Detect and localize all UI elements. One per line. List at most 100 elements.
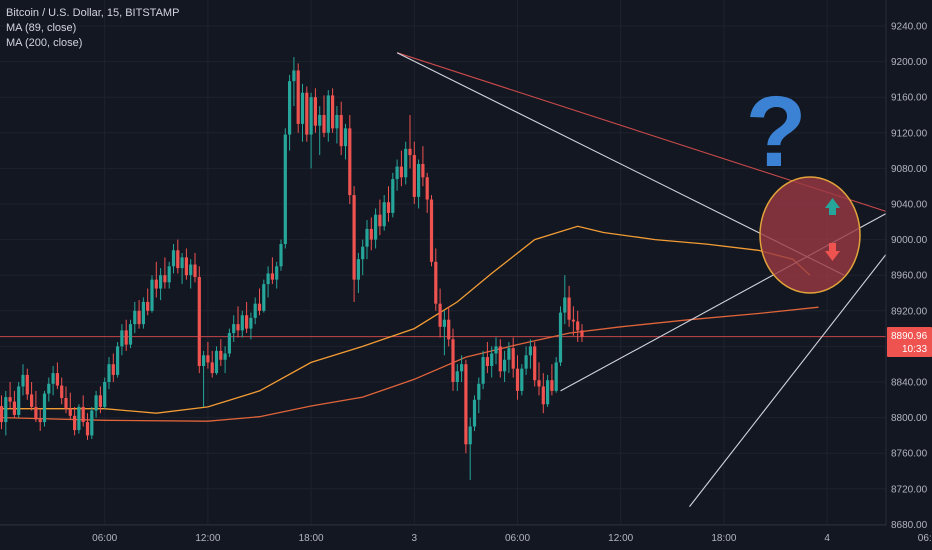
candle-body [21,374,25,387]
candle [554,357,558,393]
candles[interactable] [0,57,584,480]
candle [180,252,184,285]
candle-body [30,394,34,407]
candle-body [236,324,240,331]
candle-body [240,315,244,331]
candle [322,95,326,138]
candle-body [313,97,317,126]
x-tick-label: 18:00 [299,533,324,544]
candle [98,386,102,414]
candle [391,172,395,218]
candle-body [515,368,520,391]
candle-body [266,273,270,285]
candle [85,413,90,440]
candle-body [184,257,188,276]
candle-body [81,406,85,423]
candle-body [468,426,472,445]
candle [395,159,399,191]
candle-body [386,202,391,213]
candle [515,355,520,400]
candle-body [541,386,545,405]
candle-body [124,330,128,345]
candle [253,297,257,325]
candle [541,373,545,414]
candle [576,310,580,342]
candle-body [227,333,231,354]
candle-body [374,214,378,240]
candle-body [356,259,360,280]
candle-body [318,115,322,126]
candle-body [283,134,287,245]
candle-body [270,273,274,280]
x-axis-panel[interactable] [0,525,886,550]
candle-body [511,348,515,369]
y-tick-label: 9120.00 [891,128,928,139]
x-tick-label: 3 [412,533,418,544]
candle-body [94,395,98,411]
candle [318,106,322,156]
x-tick-label: 06:00 [92,533,117,544]
candle [159,268,163,301]
y-tick-label: 8920.00 [891,306,928,317]
candle [223,346,227,374]
candle-body [64,398,68,409]
candle [133,301,137,334]
candle-body [292,70,296,82]
candle-body [68,408,72,416]
candle [232,315,236,342]
candle-body [137,310,141,325]
candle [197,266,201,374]
candle [503,350,507,382]
candle [498,339,502,378]
candle [365,220,369,260]
candle [567,285,571,327]
annotation: ? [745,76,861,294]
candle [210,350,214,378]
candle [266,266,270,298]
candle-body [490,353,494,366]
candle [374,208,378,249]
candle [30,382,34,411]
candle [348,115,352,204]
candle-body [485,357,489,366]
y-tick-label: 9080.00 [891,164,928,175]
candle [382,195,386,231]
candle [107,357,111,390]
candle [309,92,313,169]
candle [103,377,107,409]
candle-body [503,359,507,372]
candle-body [361,246,365,260]
x-tick-label: 18:00 [711,533,736,544]
candle-body [51,373,55,384]
candle [408,115,412,169]
candle [214,346,219,375]
ma89-label[interactable]: MA (89, close) [6,22,77,34]
candle-body [438,303,442,327]
candle-body [210,362,214,374]
candle [326,90,330,142]
candle-body [296,70,300,124]
candle-body [253,303,257,318]
candle [313,88,317,133]
y-axis-panel[interactable] [886,0,932,550]
ma200-label[interactable]: MA (200, close) [6,37,83,49]
candle-body [498,346,502,372]
candle [171,244,176,274]
candle-body [365,228,369,247]
candle [128,319,133,349]
y-tick-label: 9200.00 [891,57,928,68]
target-circle[interactable] [759,176,861,294]
candle-body [533,346,537,381]
candle [464,359,468,454]
symbol-title[interactable]: Bitcoin / U.S. Dollar, 15, BITSTAMP [6,7,180,19]
candle-body [382,202,386,227]
candle-body [399,166,403,178]
candle [249,312,253,340]
candle-body [408,148,412,156]
candle-body [343,128,348,147]
candle [77,404,81,434]
candle-body [4,397,8,423]
candle [8,382,12,409]
